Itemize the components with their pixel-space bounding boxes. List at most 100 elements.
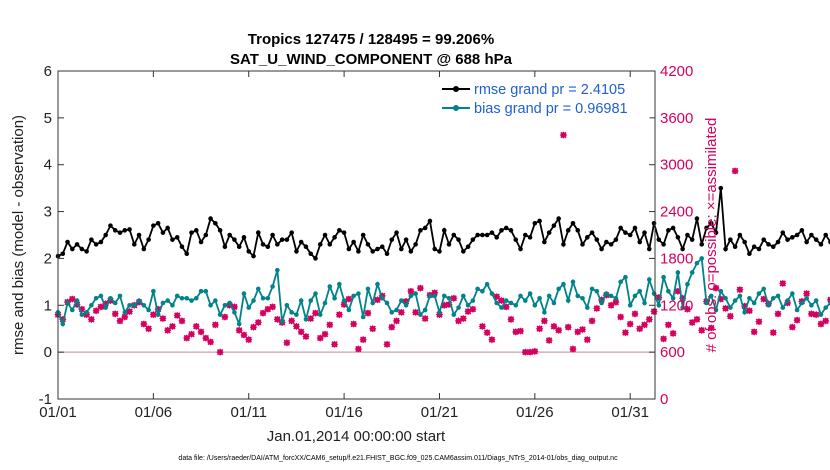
series-point-rmse	[389, 237, 395, 242]
obs-marker-cross	[393, 317, 400, 325]
obs-marker-cross	[97, 303, 105, 311]
series-point-bias	[613, 295, 619, 301]
series-point-rmse	[146, 237, 151, 242]
series-point-bias	[594, 288, 600, 294]
series-point-rmse	[627, 232, 633, 238]
obs-marker-cross	[522, 348, 529, 356]
obs-marker-cross	[813, 311, 820, 318]
obs-marker-cross	[708, 324, 715, 332]
series-point-bias	[370, 300, 376, 306]
series-point-bias	[93, 295, 99, 301]
obs-marker-cross	[503, 303, 510, 311]
legend-box	[436, 78, 650, 122]
series-point-rmse	[174, 235, 180, 240]
obs-marker-cross	[112, 310, 119, 318]
obs-marker-cross	[779, 280, 786, 287]
series-point-rmse	[294, 249, 299, 254]
series-point-bias	[632, 293, 638, 299]
series-point-bias	[465, 302, 471, 308]
y2-tick-label: 4200	[660, 63, 693, 80]
obs-marker-cross	[255, 319, 262, 326]
series-point-bias	[503, 298, 509, 303]
series-point-rmse	[737, 232, 743, 238]
obs-marker-cross	[727, 313, 734, 320]
series-point-rmse	[494, 235, 499, 240]
series-point-bias	[422, 307, 428, 313]
series-point-rmse	[632, 225, 638, 231]
series-point-rmse	[723, 246, 728, 252]
series-point-bias	[360, 314, 366, 320]
x-tick-label: 01/16	[325, 404, 363, 421]
series-point-rmse	[561, 242, 566, 247]
obs-marker-cross	[417, 284, 424, 292]
y-tick-label: 2	[44, 250, 52, 267]
series-point-bias	[284, 302, 290, 308]
series-point-rmse	[570, 220, 576, 226]
series-point-bias	[217, 312, 223, 317]
obs-marker-cross	[789, 323, 796, 331]
obs-marker-cross	[116, 317, 124, 325]
series-point-rmse	[189, 230, 194, 235]
series-point-bias	[790, 291, 795, 296]
series-point-rmse	[551, 223, 557, 228]
x-tick-label: 01/01	[39, 404, 77, 421]
obs-marker-cross	[460, 315, 467, 322]
series-point-rmse	[370, 249, 376, 254]
series-point-bias	[384, 300, 390, 306]
series-point-rmse	[341, 230, 347, 235]
series-point-bias	[623, 274, 628, 280]
series-point-bias	[666, 288, 671, 294]
series-point-bias	[799, 300, 805, 306]
series-point-rmse	[441, 228, 447, 233]
series-point-rmse	[465, 244, 471, 250]
series-point-rmse	[661, 242, 666, 247]
series-point-rmse	[131, 242, 137, 247]
series-point-bias	[704, 300, 709, 306]
series-point-rmse	[136, 232, 142, 238]
series-point-rmse	[670, 225, 676, 231]
series-point-rmse	[809, 232, 814, 238]
y-tick-label: -1	[39, 391, 52, 408]
series-point-rmse	[379, 244, 385, 250]
series-point-bias	[327, 284, 333, 289]
series-point-bias	[751, 300, 757, 306]
series-point-bias	[260, 295, 266, 301]
series-point-bias	[155, 312, 161, 317]
series-point-rmse	[255, 230, 261, 235]
series-point-bias	[484, 281, 490, 287]
series-point-bias	[70, 307, 75, 313]
obs-marker-cross	[283, 339, 291, 346]
series-point-rmse	[208, 216, 213, 221]
series-point-rmse	[599, 246, 604, 252]
obs-marker-cross	[269, 303, 276, 311]
obs-marker-cross	[92, 307, 100, 314]
y2-tick-label: 1800	[660, 250, 693, 267]
series-point-bias	[198, 288, 204, 294]
series-point-rmse	[270, 232, 275, 238]
series-point-rmse	[637, 239, 643, 245]
series-point-rmse	[251, 253, 256, 259]
obs-marker-cross	[588, 317, 596, 325]
series-point-bias	[718, 288, 724, 294]
x-tick-label: 01/11	[231, 404, 267, 421]
series-point-rmse	[685, 232, 690, 238]
series-point-bias	[313, 291, 318, 296]
series-point-rmse	[575, 228, 581, 233]
obs-marker-cross	[650, 308, 658, 315]
series-point-bias	[565, 298, 571, 303]
obs-marker-cross	[169, 323, 176, 330]
series-point-rmse	[546, 230, 552, 235]
obs-marker-cross	[307, 315, 314, 322]
series-point-bias	[337, 281, 342, 287]
x-axis-label: Jan.01,2014 00:00:00 start	[267, 428, 446, 445]
series-point-bias	[74, 298, 80, 303]
obs-marker-cross	[345, 295, 353, 303]
series-point-bias	[780, 305, 786, 310]
series-point-rmse	[117, 230, 123, 235]
series-point-bias	[84, 310, 89, 315]
series-point-bias	[108, 295, 113, 301]
obs-marker-cross	[259, 309, 267, 317]
series-point-rmse	[523, 232, 528, 238]
obs-marker-cross	[569, 345, 577, 353]
